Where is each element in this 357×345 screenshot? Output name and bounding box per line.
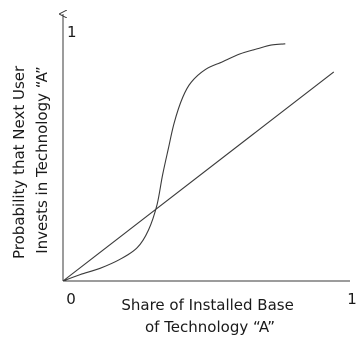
x-tick-label-1: 1 xyxy=(347,290,357,308)
x-tick-label-0: 0 xyxy=(66,290,76,308)
x-axis-title: Share of Installed Base of Technology “A… xyxy=(121,296,298,336)
x-axis-title-line-2: of Technology “A” xyxy=(145,318,275,336)
y-axis-title-line-1: Probability that Next User xyxy=(10,65,28,259)
y-axis-title-line-2: Invests in Technology “A” xyxy=(33,66,51,254)
x-axis-title-line-1: Share of Installed Base xyxy=(121,296,293,314)
tick-layer: 0 1 1 xyxy=(66,23,357,308)
y-tick-label-0: 1 xyxy=(67,23,77,41)
s-curve-line xyxy=(62,43,286,282)
series-layer xyxy=(62,43,335,282)
diagonal-line xyxy=(62,71,335,282)
axes xyxy=(63,14,350,282)
y-axis-title: Probability that Next User Invests in Te… xyxy=(10,61,51,259)
